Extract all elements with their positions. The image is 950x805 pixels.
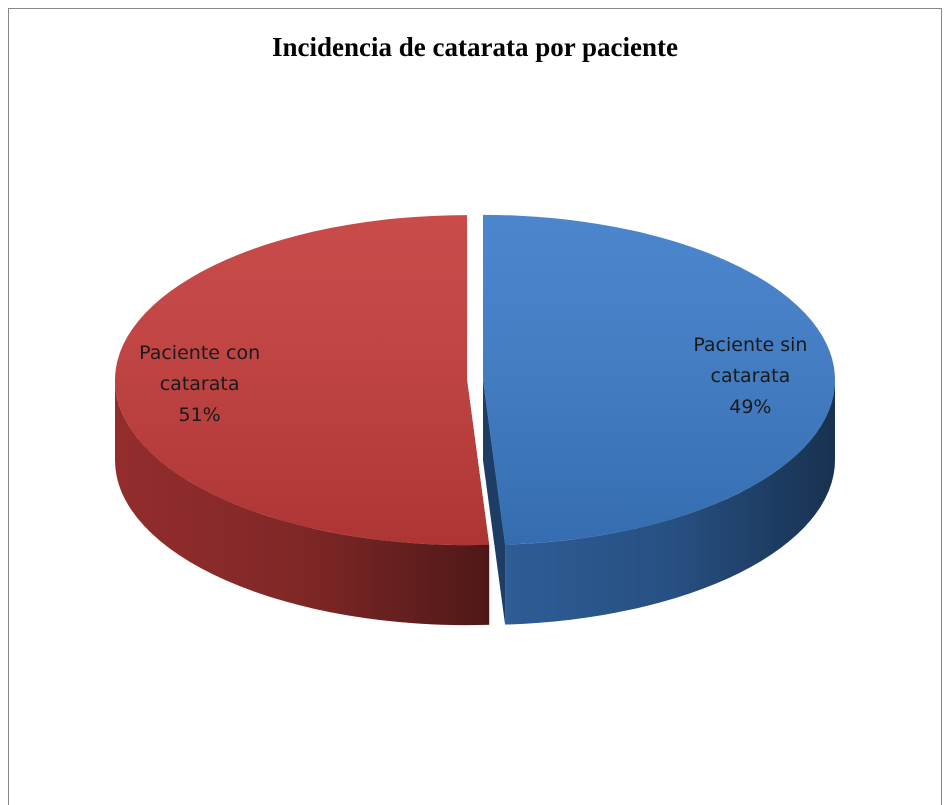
slice-side-shade [115,380,490,626]
frame [8,8,942,805]
slice-gloss [482,214,835,545]
slice-label: Paciente sin catarata 49% [655,330,845,423]
slice-label: Paciente con catarata 51% [105,338,295,431]
slice-cut-shade [482,379,506,625]
slice-category: Paciente con catarata [139,342,261,396]
slice-side-shade [505,379,835,625]
slice-value: 51% [178,404,221,427]
slice-value: 49% [729,395,772,418]
slice-category: Paciente sin catarata [693,333,808,387]
slice-gloss [115,215,490,546]
chart-title: Incidencia de catarata por paciente [272,32,678,62]
